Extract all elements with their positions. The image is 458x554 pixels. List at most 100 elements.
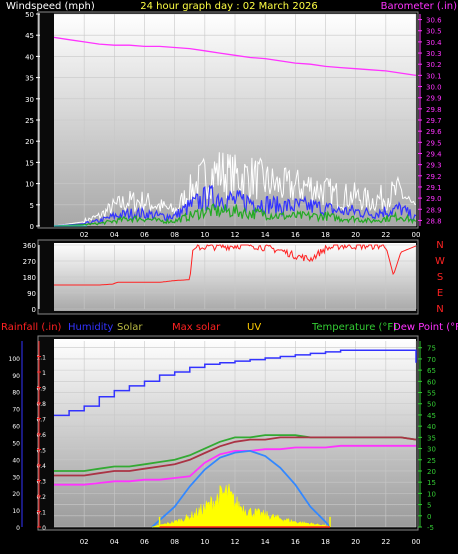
legend-dew-point: Dew Point (°F [393,322,458,333]
wind-tick-label: 30 [25,96,34,104]
legend-solar: Solar [117,322,143,333]
wind-tick-label: 35 [25,75,34,83]
barometer-tick-label: 29.9 [426,95,442,103]
humidity-tick-label: 10 [12,508,20,515]
humidity-tick-label: 90 [12,373,20,380]
rain-tick-label: 0.9 [36,386,46,393]
wind-series-line [53,184,417,227]
legend-uv: UV [247,322,261,333]
rain-tick-label: 1 [42,370,46,377]
wind-tick-label: 15 [25,159,34,167]
rain-tick-label: 0.7 [36,417,46,424]
temp-tick-label: 10 [427,490,436,498]
temp-tick-label: -5 [427,524,434,532]
temp-x-tick-label: 22 [381,538,390,546]
rain-tick-label: 0.5 [36,448,46,455]
compass-label-w: W [435,256,445,267]
wind-x-tick-label: 12 [231,231,240,239]
barometer-tick-label: 30.6 [426,17,442,25]
wind-tick-label: 10 [25,181,34,189]
barometer-tick-label: 30.4 [426,39,442,47]
temp-tick-label: 50 [427,401,436,409]
wind-direction-line [54,243,417,286]
direction-tick-label: 0 [32,306,36,314]
wind-x-tick-label: 08 [170,231,179,239]
legend-max-solar: Max solar [172,322,221,333]
wind-x-tick-label: 14 [261,231,270,239]
wind-series-line [53,152,416,227]
barometer-tick-label: 29.5 [426,139,442,147]
humidity-tick-label: 30 [12,474,20,481]
humidity-tick-label: 60 [12,424,20,431]
wind-series-line [53,203,417,227]
humidity-tick-label: 0 [16,525,20,532]
rain-tick-label: 0.6 [36,432,46,439]
temp-tick-label: 0 [427,513,431,521]
humidity-tick-label: 70 [12,407,20,414]
rain-tick-label: 0.1 [36,510,46,517]
barometer-tick-label: 29.8 [426,106,442,114]
series-line-humidity [54,444,416,486]
barometer-tick-label: 29.2 [426,173,442,181]
humidity-tick-label: 50 [12,440,20,447]
series-line-max-solar [151,449,331,528]
barometer-axis-label: Barometer (.in) [381,1,457,12]
legend-rainfall: Rainfall (.in) [1,322,62,333]
wind-tick-label: 50 [25,11,34,19]
compass-label-n: N [436,304,443,315]
direction-axes: 0 90 180 270 360 [23,242,40,314]
rain-tick-label: 0.8 [36,401,46,408]
legend-humidity: Humidity [68,322,113,333]
direction-grid [54,244,417,310]
humidity-tick-label: 20 [12,491,20,498]
humidity-tick-label: 80 [12,390,20,397]
temp-tick-label: 60 [427,378,436,386]
wind-grid [54,13,417,227]
wind-series [53,36,417,227]
compass-label-e: E [437,288,443,299]
wind-x-tick-label: 06 [140,231,149,239]
barometer-tick-label: 29.1 [426,184,442,192]
rain-tick-label: 0 [42,525,46,532]
temp-x-tick-label: 06 [140,538,149,546]
series-line-dew-point-f [54,436,417,477]
wind-x-tick-label: 16 [291,231,300,239]
wind-tick-label: 45 [25,32,34,40]
temp-tick-label: 40 [427,423,436,431]
temp-tick-label: 5 [427,502,431,510]
barometer-tick-label: 29.4 [426,150,442,158]
temp-tick-label: 55 [427,390,436,398]
barometer-tick-label: 29.6 [426,128,442,136]
temp-tick-label: 15 [427,479,436,487]
barometer-tick-label: 29.7 [426,117,442,125]
temp-x-tick-label: 12 [231,538,240,546]
temp-x-tick-label: 10 [200,538,209,546]
wind-tick-label: 0 [30,223,34,231]
wind-tick-label: 40 [25,53,34,61]
temp-tick-label: 35 [427,434,436,442]
windspeed-axis-label: Windspeed (mph) [6,1,95,12]
barometer-tick-label: 29.0 [426,195,442,203]
wind-x-tick-label: 10 [200,231,209,239]
barometer-tick-label: 29.3 [426,162,442,170]
temp-tick-label: 30 [427,446,436,454]
wind-x-tick-label: 20 [351,231,360,239]
direction-tick-label: 90 [27,290,36,298]
chart-title: 24 hour graph day : 02 March 2026 [140,1,318,12]
compass-label-s: S [437,272,443,283]
barometer-tick-label: 30.2 [426,61,442,69]
direction-tick-label: 270 [23,258,36,266]
temp-series [54,349,417,528]
humidity-tick-label: 40 [12,457,20,464]
barometer-tick-label: 28.9 [426,206,442,214]
direction-tick-label: 360 [23,242,36,250]
direction-tick-label: 180 [23,274,36,282]
temp-tick-label: 20 [427,468,436,476]
rain-tick-label: 0.2 [36,494,46,501]
temp-tick-label: 65 [427,367,436,375]
wind-tick-label: 5 [30,202,34,210]
rain-tick-label: 1.1 [36,355,46,362]
rain-tick-label: 0.4 [36,463,46,470]
